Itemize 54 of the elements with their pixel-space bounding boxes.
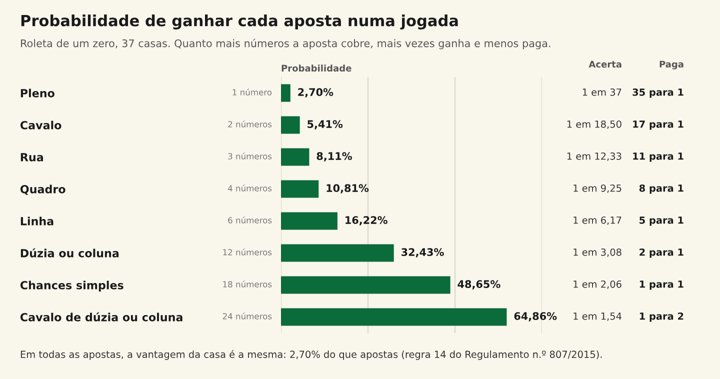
y-tick-label: Linha: [20, 216, 54, 226]
y-tick-label: Cavalo de dúzia ou coluna: [20, 312, 182, 322]
bar: [281, 180, 319, 198]
y-tick-label: Chances simples: [20, 280, 124, 292]
text: Em todas as apostas, a vantagem da casa é a mesma: 2,70% do que apostas (regra 14 do Regulamento n.º 807/2015).: [20, 350, 602, 360]
text: 1 em 3,08: [574, 248, 622, 257]
bar: [281, 276, 450, 294]
chart-title: Probabilidade de ganhar cada aposta numa jogada: [21, 14, 458, 30]
bar: [281, 308, 507, 326]
text: 1 em 9,25: [574, 184, 622, 193]
text: 6 números: [228, 216, 272, 224]
bar: [281, 84, 290, 102]
data-label: 5,41%: [308, 120, 343, 130]
y-tick-label: Rua: [20, 153, 43, 162]
text: 2 para 1: [640, 248, 684, 258]
data-label: 32,43%: [401, 248, 444, 258]
text: 1 número: [232, 88, 272, 96]
data-label: 2,70%: [298, 88, 334, 98]
data-label: 8,11%: [316, 152, 352, 162]
text: 1 em 37: [582, 88, 622, 96]
bar: [281, 244, 394, 262]
text: 2 números: [228, 120, 272, 128]
text: 4 números: [228, 184, 272, 192]
text: 12 números: [223, 248, 272, 256]
y-tick-label: Pleno: [20, 88, 54, 98]
text: 1 em 2,06: [574, 280, 622, 289]
text: 17 para 1: [633, 120, 684, 130]
text: 1 em 1,54: [574, 312, 622, 321]
text: 8 para 1: [639, 184, 684, 194]
data-label: 10,81%: [326, 184, 369, 194]
text: 24 números: [222, 312, 272, 320]
bar: [281, 148, 310, 166]
chart-subtitle: Roleta de um zero, 37 casas. Quanto mais números a aposta cobre, mais vezes ganha e menos paga.: [21, 38, 550, 50]
text: 18 números: [223, 280, 272, 288]
y-tick-label: Cavalo: [20, 120, 62, 130]
y-tick-label: Dúzia ou coluna: [20, 248, 119, 258]
text: 1 para 2: [640, 312, 684, 322]
text: 35 para 1: [632, 88, 684, 98]
text: 1 para 1: [640, 280, 684, 290]
text: Paga: [660, 60, 684, 70]
bar: [281, 212, 338, 230]
text: 1 em 12,33: [567, 152, 622, 161]
text: 5 para 1: [640, 216, 684, 226]
text: 11 para 1: [633, 152, 684, 162]
x-axis-title: Probabilidade: [282, 64, 352, 72]
bar: [281, 116, 300, 134]
text: 3 números: [228, 152, 272, 160]
data-label: 16,22%: [346, 216, 388, 226]
text: Acerta: [588, 60, 622, 68]
data-label: 64,86%: [514, 312, 557, 322]
y-tick-label: Quadro: [20, 184, 66, 195]
data-label: 48,65%: [458, 280, 500, 290]
text: 1 em 6,17: [574, 216, 622, 225]
text: 1 em 18,50: [567, 120, 622, 129]
